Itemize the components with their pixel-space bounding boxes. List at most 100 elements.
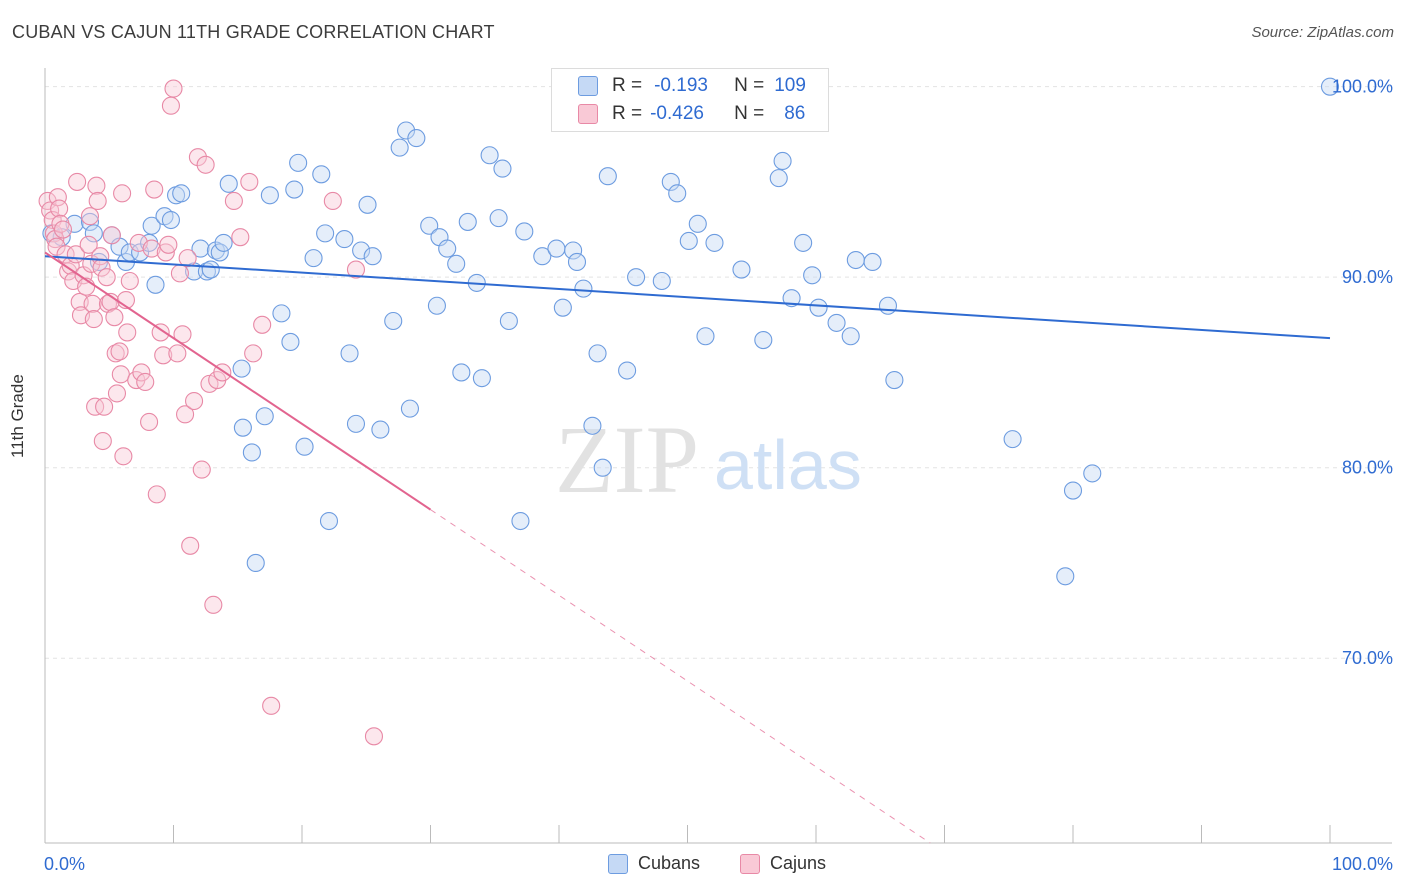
data-point-cubans (863, 252, 882, 271)
data-point-cajuns (113, 184, 132, 203)
data-point-cubans (593, 458, 612, 477)
data-point-cubans (652, 271, 671, 291)
y-tick-label: 70.0% (1342, 648, 1393, 668)
data-point-cajuns (102, 226, 121, 245)
data-point-cubans (210, 243, 229, 262)
data-point-cubans (489, 209, 508, 228)
data-point-cubans (371, 420, 390, 439)
data-point-cajuns (110, 342, 129, 361)
data-point-cubans (598, 167, 617, 186)
data-point-cajuns (178, 249, 197, 268)
data-point-cajuns (185, 391, 204, 411)
data-point-cubans (885, 371, 904, 390)
data-point-cajuns (132, 363, 151, 382)
legend-n-value: 109 (774, 75, 806, 96)
data-point-cajuns (196, 155, 215, 174)
chart-title: CUBAN VS CAJUN 11TH GRADE CORRELATION CH… (12, 22, 495, 42)
data-point-cajuns (262, 696, 281, 715)
data-point-cubans (688, 214, 707, 233)
data-point-cajuns (224, 191, 243, 211)
data-point-cubans (511, 511, 530, 531)
data-point-cubans (346, 414, 366, 433)
watermark-atlas: atlas (714, 426, 862, 504)
x-tick-label: 100.0% (1332, 854, 1393, 874)
data-point-cubans (161, 210, 180, 230)
data-point-cajuns (170, 264, 189, 283)
data-point-cubans (533, 247, 552, 266)
data-point-cubans (452, 363, 471, 382)
data-point-cubans (358, 195, 377, 214)
data-point-cajuns (253, 315, 272, 334)
data-point-cubans (304, 249, 323, 268)
data-point-cubans (420, 216, 439, 235)
data-point-cubans (232, 359, 251, 378)
data-point-cajuns (97, 268, 116, 287)
data-point-cubans (340, 344, 359, 363)
data-point-cubans (574, 279, 593, 298)
data-point-cajuns (188, 148, 207, 167)
data-point-cajuns (151, 323, 170, 342)
data-point-cubans (493, 159, 512, 178)
data-point-cajuns (80, 207, 100, 226)
data-point-cubans (447, 254, 466, 273)
data-point-cubans (846, 250, 865, 270)
data-point-cubans (214, 233, 233, 252)
data-point-cubans (618, 361, 637, 380)
trend-line-extension-cajuns (430, 509, 931, 844)
data-point-cubans (803, 266, 822, 285)
data-point-cubans (191, 239, 210, 258)
data-point-cubans (319, 511, 339, 531)
data-point-cajuns (83, 294, 102, 313)
points (38, 77, 1340, 746)
data-point-cajuns (136, 372, 155, 392)
watermark: ZIP atlas (555, 406, 862, 513)
data-point-cubans (255, 407, 274, 426)
data-point-cajuns (176, 405, 195, 424)
data-point-cubans (841, 327, 860, 346)
data-point-cajuns (173, 325, 192, 344)
data-point-cajuns (48, 188, 67, 207)
data-point-cajuns (140, 412, 159, 432)
data-point-cubans (390, 138, 409, 157)
data-point-cubans (438, 239, 457, 258)
y-tick-label: 90.0% (1342, 267, 1393, 287)
data-point-cajuns (114, 447, 133, 466)
data-point-cajuns (346, 260, 366, 279)
data-point-cubans (289, 153, 308, 172)
data-point-cubans (1056, 567, 1075, 586)
data-point-cubans (696, 327, 715, 346)
data-point-cubans (1003, 430, 1022, 449)
legend-row-cajuns: R = -0.426 N = 86 (552, 101, 805, 127)
data-point-cubans (564, 241, 583, 260)
data-point-cajuns (159, 235, 178, 254)
axes (44, 68, 1392, 844)
bottom-legend-label-cajuns: Cajuns (770, 853, 827, 873)
source-label: Source: ZipAtlas.com (1251, 24, 1394, 41)
data-point-cubans (794, 233, 813, 252)
bottom-legend-swatch-cubans (608, 853, 628, 874)
data-point-cubans (400, 399, 419, 418)
data-point-cajuns (118, 323, 137, 342)
y-tick-label: 80.0% (1342, 458, 1393, 478)
data-point-cubans (84, 224, 103, 243)
data-point-cubans (515, 222, 534, 241)
legend-r-label: R = (612, 103, 643, 124)
legend-swatch-cubans (578, 76, 598, 96)
data-point-cubans (397, 121, 416, 140)
data-point-cubans (407, 129, 426, 148)
data-point-cubans (679, 231, 698, 251)
data-point-cubans (65, 214, 84, 233)
data-point-cubans (131, 243, 150, 262)
data-point-cajuns (323, 191, 342, 211)
data-point-cajuns (161, 96, 180, 115)
data-point-cajuns (79, 235, 98, 254)
data-point-cajuns (120, 271, 139, 291)
x-tick-label: 0.0% (44, 854, 85, 874)
data-point-cubans (1063, 481, 1083, 500)
data-point-cubans (627, 268, 646, 287)
legend-n-label: N = (734, 103, 765, 124)
data-point-cubans (499, 311, 518, 331)
data-point-cubans (285, 180, 304, 199)
data-point-cubans (295, 437, 314, 456)
